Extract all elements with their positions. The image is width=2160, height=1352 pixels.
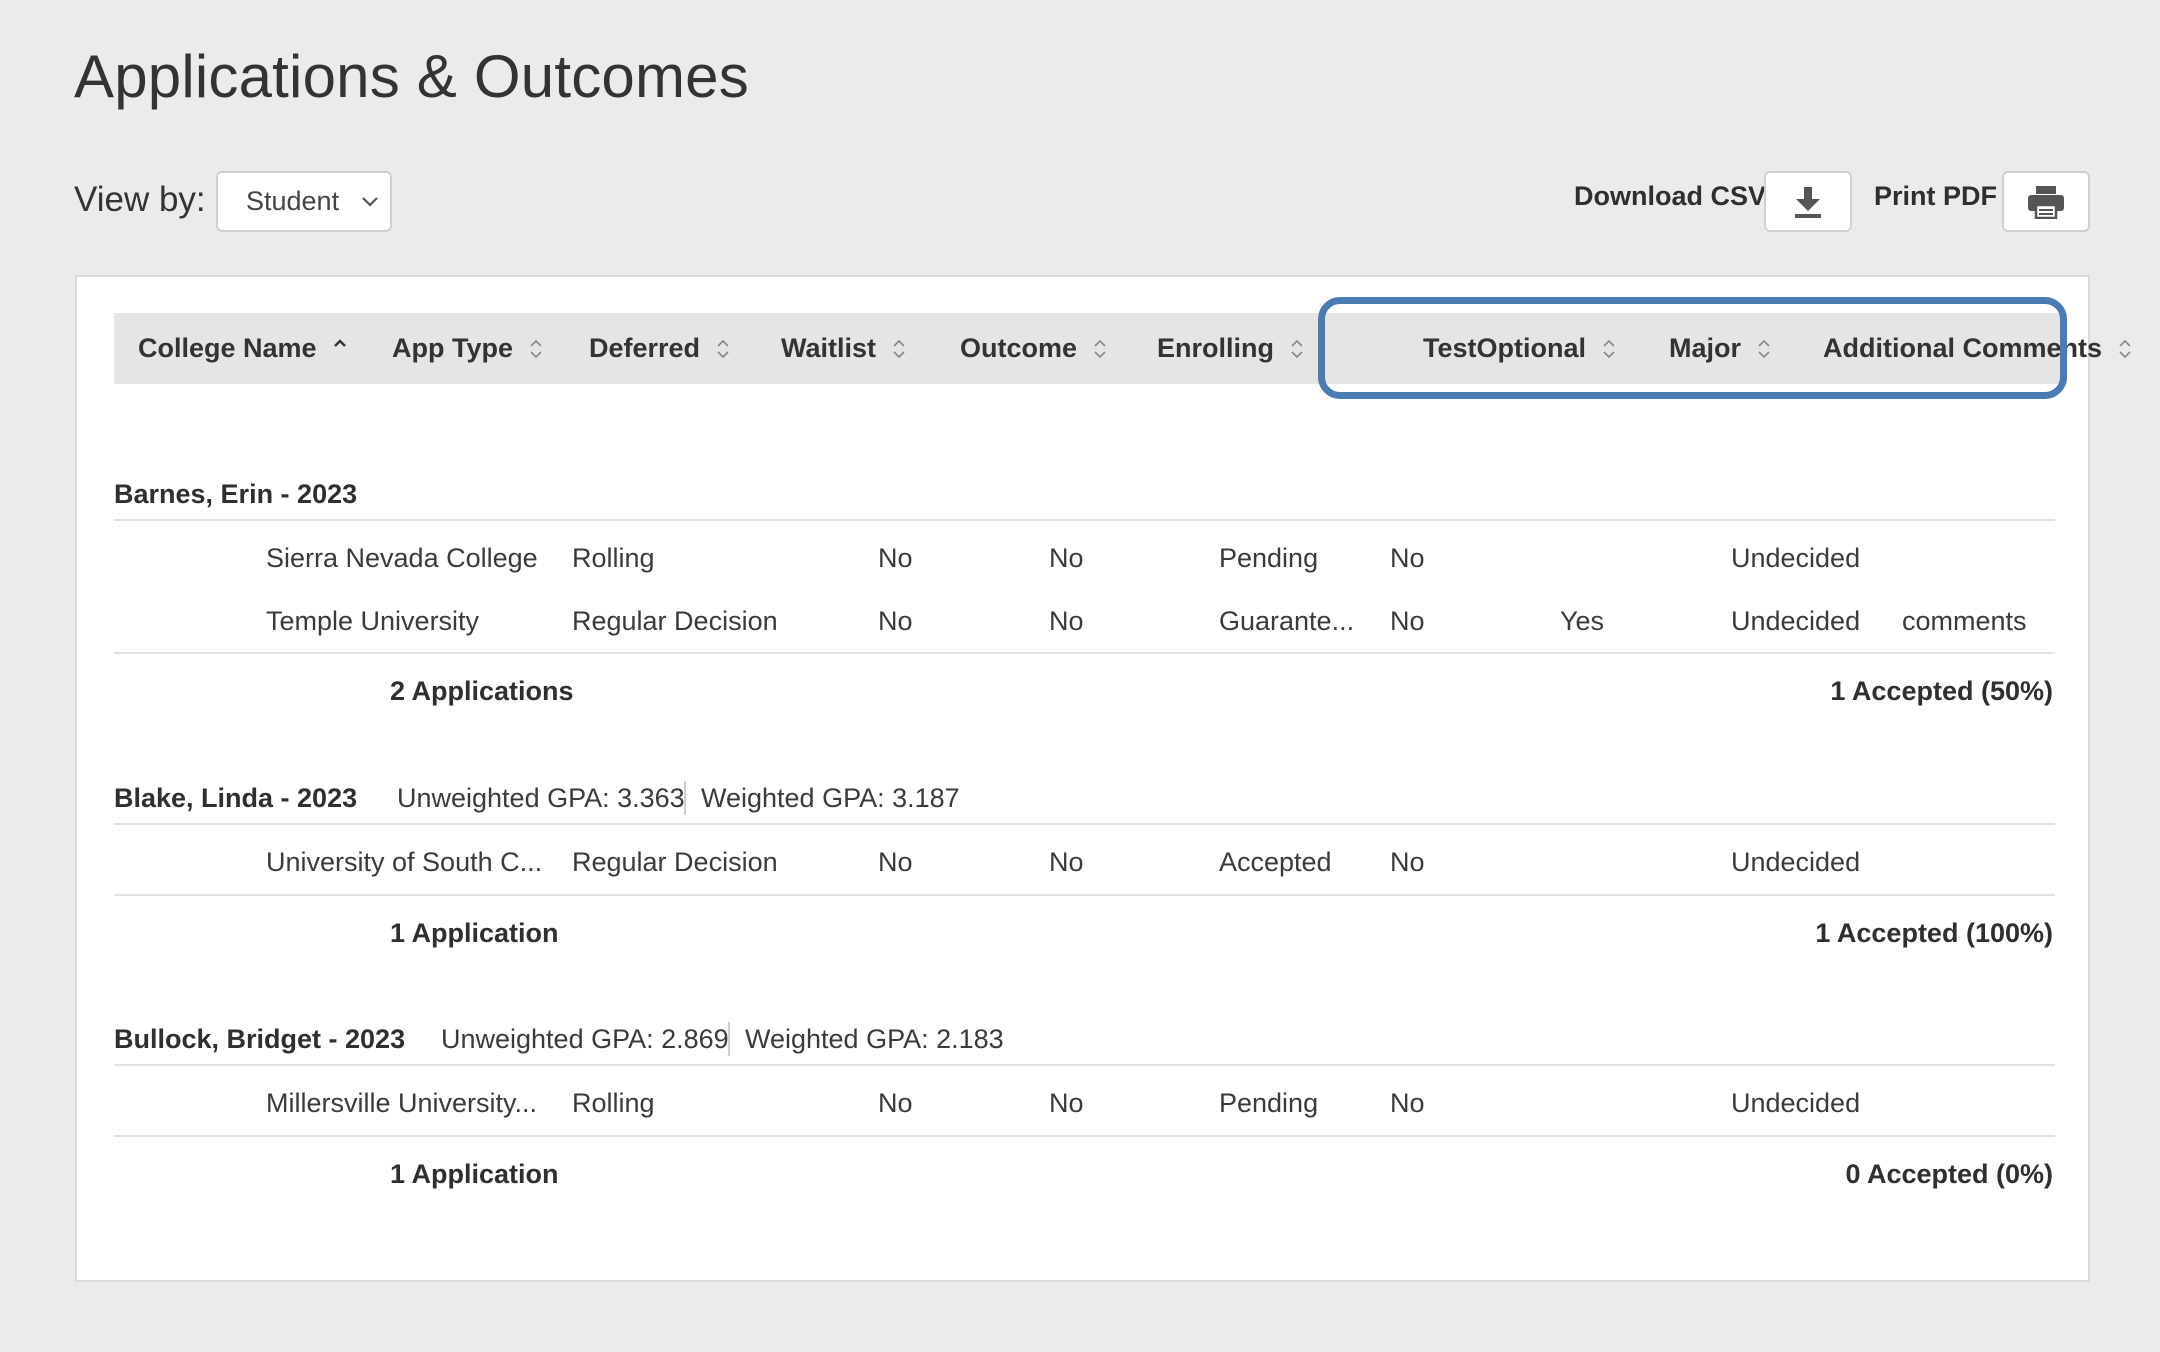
cell-deferred: No <box>878 847 913 877</box>
table-row[interactable]: University of South C... Regular Decision… <box>77 847 2088 897</box>
chevron-down-icon <box>362 197 378 207</box>
cell-enrolling: No <box>1390 606 1425 636</box>
cell-waitlist: No <box>1049 606 1084 636</box>
cell-deferred: No <box>878 543 913 573</box>
accepted-summary: 1 Accepted (50%) <box>1830 676 2053 706</box>
gpa-divider <box>728 1022 730 1056</box>
column-header-label: App Type <box>392 333 513 363</box>
print-pdf-button[interactable] <box>2002 171 2090 232</box>
cell-deferred: No <box>878 606 913 636</box>
column-header-label: Major <box>1669 333 1742 363</box>
cell-waitlist: No <box>1049 847 1084 877</box>
page-title: Applications & Outcomes <box>74 43 749 110</box>
sort-icon <box>1603 339 1615 358</box>
column-header-deferred[interactable]: Deferred <box>589 313 730 384</box>
cell-college-name: University of South C... <box>266 847 543 877</box>
divider <box>114 652 2055 654</box>
column-header-label: Deferred <box>589 333 701 363</box>
weighted-gpa: Weighted GPA: 3.187 <box>701 783 960 813</box>
column-header-label: College Name <box>138 333 317 363</box>
application-count: 1 Application <box>390 918 559 948</box>
cell-college-name: Millersville University... <box>266 1088 538 1118</box>
sort-icon <box>1094 339 1106 358</box>
column-header-major[interactable]: Major <box>1669 313 1771 384</box>
applications-table: College Name App Type Deferred Waitlist Outc… <box>75 275 2131 1282</box>
unweighted-gpa: Unweighted GPA: 3.363 <box>397 783 685 813</box>
sort-icon <box>530 339 542 358</box>
unweighted-gpa: Unweighted GPA: 2.869 <box>441 1024 729 1054</box>
sort-icon <box>717 339 729 358</box>
column-header-label: Outcome <box>960 333 1078 363</box>
application-count: 1 Application <box>390 1159 559 1189</box>
student-name: Bullock, Bridget - 2023 <box>114 1024 406 1054</box>
divider <box>114 1064 2055 1066</box>
application-count: 2 Applications <box>390 676 574 706</box>
cell-enrolling: No <box>1390 847 1425 877</box>
cell-app-type: Regular Decision <box>572 847 778 877</box>
cell-major: Undecided <box>1731 543 1861 573</box>
column-header-waitlist[interactable]: Waitlist <box>781 313 906 384</box>
column-header-label: Additional Comments <box>1823 333 2103 363</box>
sort-icon <box>893 339 905 358</box>
sort-asc-icon <box>333 338 346 347</box>
column-header-college-name[interactable]: College Name <box>138 313 347 384</box>
column-header-outcome[interactable]: Outcome <box>960 313 1107 384</box>
column-header-testoptional[interactable]: TestOptional <box>1423 313 1616 384</box>
view-by-select[interactable]: Student <box>216 171 392 232</box>
student-name: Barnes, Erin - 2023 <box>114 479 358 509</box>
cell-major: Undecided <box>1731 1088 1861 1118</box>
sort-icon <box>2119 339 2131 358</box>
cell-outcome: Pending <box>1219 543 1319 573</box>
download-csv-label: Download CSV <box>1574 181 1767 211</box>
accepted-summary: 0 Accepted (0%) <box>1845 1159 2053 1189</box>
table-row[interactable]: Temple University Regular Decision No No Gua… <box>77 606 2088 656</box>
cell-enrolling: No <box>1390 543 1425 573</box>
printer-icon <box>2028 185 2064 219</box>
table-row[interactable]: Sierra Nevada College Rolling No No Pending N… <box>77 543 2088 593</box>
accepted-summary: 1 Accepted (100%) <box>1815 918 2053 948</box>
cell-major: Undecided <box>1731 847 1861 877</box>
column-header-app-type[interactable]: App Type <box>392 313 543 384</box>
column-header-enrolling[interactable]: Enrolling <box>1157 313 1304 384</box>
cell-waitlist: No <box>1049 1088 1084 1118</box>
cell-app-type: Rolling <box>572 543 655 573</box>
cell-testoptional: Yes <box>1560 606 1605 636</box>
cell-major: Undecided <box>1731 606 1861 636</box>
cell-deferred: No <box>878 1088 913 1118</box>
view-by-label: View by: <box>74 180 206 219</box>
cell-outcome: Accepted <box>1219 847 1332 877</box>
sort-icon <box>1291 339 1303 358</box>
print-pdf-label: Print PDF <box>1874 181 1998 211</box>
column-header-label: Waitlist <box>781 333 877 363</box>
weighted-gpa: Weighted GPA: 2.183 <box>745 1024 1004 1054</box>
divider <box>114 894 2055 896</box>
student-name: Blake, Linda - 2023 <box>114 783 358 813</box>
divider <box>114 519 2055 521</box>
gpa-divider <box>684 781 686 815</box>
cell-college-name: Temple University <box>266 606 480 636</box>
cell-college-name: Sierra Nevada College <box>266 543 538 573</box>
column-header-label: TestOptional <box>1423 333 1587 363</box>
cell-outcome: Pending <box>1219 1088 1319 1118</box>
divider <box>114 1135 2055 1137</box>
download-icon <box>1795 186 1821 218</box>
view-by-selected: Student <box>246 186 340 216</box>
sort-icon <box>1758 339 1770 358</box>
cell-app-type: Regular Decision <box>572 606 778 636</box>
divider <box>114 823 2055 825</box>
cell-additional-comments: comments <box>1902 606 2027 636</box>
table-row[interactable]: Millersville University... Rolling No No Pen… <box>77 1088 2088 1138</box>
column-header-additional-comments[interactable]: Additional Comments <box>1823 313 2132 384</box>
download-csv-button[interactable] <box>1764 171 1852 232</box>
cell-app-type: Rolling <box>572 1088 655 1118</box>
cell-outcome: Guarante... <box>1219 606 1355 636</box>
cell-waitlist: No <box>1049 543 1084 573</box>
cell-enrolling: No <box>1390 1088 1425 1118</box>
column-header-label: Enrolling <box>1157 333 1274 363</box>
table-header: College Name App Type Deferred Waitlist Outc… <box>114 313 2131 384</box>
